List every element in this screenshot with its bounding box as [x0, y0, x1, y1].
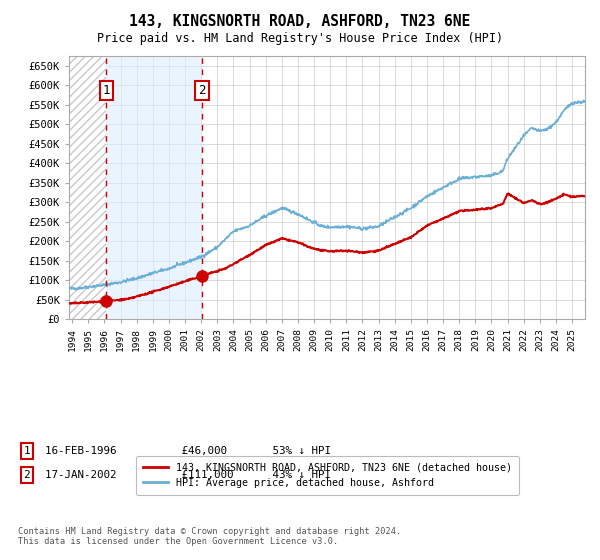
Text: 2: 2 [23, 470, 31, 480]
Text: 17-JAN-2002          £111,000      43% ↓ HPI: 17-JAN-2002 £111,000 43% ↓ HPI [45, 470, 331, 480]
Text: 1: 1 [103, 83, 110, 97]
Text: Price paid vs. HM Land Registry's House Price Index (HPI): Price paid vs. HM Land Registry's House … [97, 32, 503, 45]
Legend: 143, KINGSNORTH ROAD, ASHFORD, TN23 6NE (detached house), HPI: Average price, de: 143, KINGSNORTH ROAD, ASHFORD, TN23 6NE … [136, 456, 518, 495]
Bar [69, 56, 106, 319]
Text: 16-FEB-1996          £46,000       53% ↓ HPI: 16-FEB-1996 £46,000 53% ↓ HPI [45, 446, 331, 456]
Bar [106, 56, 202, 319]
Text: 1: 1 [23, 446, 31, 456]
Text: 143, KINGSNORTH ROAD, ASHFORD, TN23 6NE: 143, KINGSNORTH ROAD, ASHFORD, TN23 6NE [130, 14, 470, 29]
Text: 2: 2 [198, 83, 206, 97]
Text: Contains HM Land Registry data © Crown copyright and database right 2024.
This d: Contains HM Land Registry data © Crown c… [18, 526, 401, 546]
